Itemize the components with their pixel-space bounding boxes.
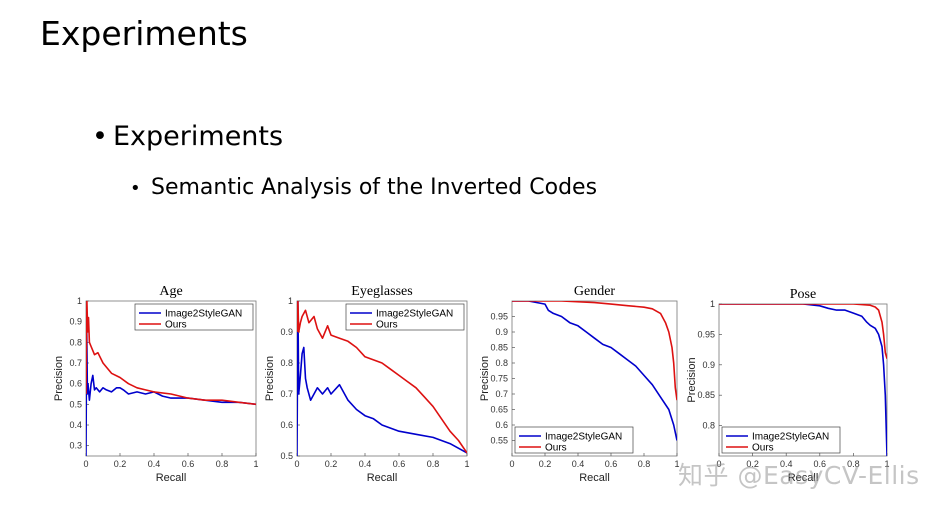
y-tick-label: 0.75 — [490, 374, 508, 384]
series-line-image2stylegan — [297, 301, 467, 456]
x-tick-label: 0 — [83, 459, 88, 469]
bullet-dot-icon: • — [130, 178, 141, 199]
legend-label: Ours — [752, 443, 774, 454]
series-line-ours — [512, 301, 677, 401]
chart-gender: Gender 0 0.2 0.4 0.6 0.8 1 0.55 0.6 0.65 0.7 0.75 0.… — [479, 284, 680, 484]
x-tick-label: 0 — [716, 459, 721, 469]
legend-label: Image2StyleGAN — [376, 309, 453, 320]
y-tick-label: 0.95 — [490, 312, 508, 322]
x-tick-label: 0 — [294, 459, 299, 469]
chart-age: Age 0 0.2 0.4 0.6 0.8 1 0.3 0.4 0.5 0.6 0.7 0.8 0.9 1 R… — [53, 284, 259, 484]
series-line-image2stylegan — [719, 304, 887, 456]
y-axis-label: Precision — [479, 356, 491, 401]
x-tick-label: 0.8 — [427, 459, 440, 469]
legend-box — [345, 303, 465, 331]
chart-title: Age — [159, 284, 182, 299]
y-tick-label: 0.9 — [495, 327, 508, 337]
y-tick-label: 0.7 — [280, 389, 293, 399]
series-line-ours — [86, 301, 256, 406]
legend-box — [134, 303, 254, 331]
legend-label: Image2StyleGAN — [165, 309, 242, 320]
y-axis-label: Precision — [53, 356, 65, 401]
x-axis-label: Recall — [156, 472, 187, 484]
chart-title: Pose — [790, 287, 816, 302]
series-line-ours — [297, 301, 467, 454]
x-tick-label: 0.2 — [746, 459, 759, 469]
x-axis-label: Recall — [367, 472, 398, 484]
legend-label: Ours — [376, 320, 398, 331]
y-tick-label: 0.4 — [69, 420, 82, 430]
legend-label: Image2StyleGAN — [752, 432, 829, 443]
series-line-ours — [719, 304, 887, 359]
legend-label: Image2StyleGAN — [545, 432, 622, 443]
y-tick-label: 0.9 — [280, 327, 293, 337]
y-tick-label: 0.9 — [69, 317, 82, 327]
x-tick-label: 0.6 — [393, 459, 406, 469]
x-tick-label: 0.4 — [572, 459, 585, 469]
x-tick-label: 0.6 — [605, 459, 618, 469]
legend-label: Ours — [165, 320, 187, 331]
y-axis-label: Precision — [686, 357, 698, 402]
x-tick-label: 0.2 — [325, 459, 338, 469]
x-tick-label: 0.4 — [359, 459, 372, 469]
legend-box — [721, 426, 841, 454]
y-tick-label: 1 — [77, 296, 82, 306]
y-tick-label: 0.95 — [697, 329, 715, 339]
y-tick-label: 0.3 — [69, 441, 82, 451]
watermark: 知乎 @EasyCV-Ellis — [678, 461, 920, 490]
y-tick-label: 0.85 — [490, 343, 508, 353]
y-tick-label: 0.65 — [490, 405, 508, 415]
x-tick-label: 0.8 — [216, 459, 229, 469]
y-tick-label: 0.7 — [69, 358, 82, 368]
series-line-image2stylegan — [86, 320, 256, 456]
y-tick-label: 0.6 — [495, 420, 508, 430]
y-tick-label: 0.9 — [702, 360, 715, 370]
series-line-image2stylegan — [512, 301, 677, 441]
y-tick-label: 0.8 — [69, 337, 82, 347]
y-tick-label: 0.5 — [69, 399, 82, 409]
x-tick-label: 0.2 — [114, 459, 127, 469]
x-tick-label: 0.8 — [847, 459, 860, 469]
y-tick-label: 1 — [288, 296, 293, 306]
y-tick-label: 0.8 — [495, 358, 508, 368]
y-tick-label: 0.7 — [495, 389, 508, 399]
y-tick-label: 0.8 — [702, 421, 715, 431]
x-tick-label: 0 — [509, 459, 514, 469]
chart-eyeglasses: Eyeglasses 0 0.2 0.4 0.6 0.8 1 0.5 0.6 0.7 0.8 0.9 1… — [264, 284, 470, 484]
x-tick-label: 1 — [674, 459, 679, 469]
y-tick-label: 0.6 — [280, 420, 293, 430]
x-tick-label: 1 — [884, 459, 889, 469]
x-tick-label: 0.4 — [148, 459, 161, 469]
slide-title: Experiments — [40, 14, 248, 53]
x-tick-label: 1 — [464, 459, 469, 469]
x-axis-label: Recall — [788, 472, 819, 484]
legend-label: Ours — [545, 443, 567, 454]
bullet-level2-text: Semantic Analysis of the Inverted Codes — [151, 175, 598, 200]
x-tick-label: 0.6 — [814, 459, 827, 469]
chart-pose: Pose 0 0.2 0.4 0.6 0.8 1 0.8 0.85 0.9 0.95 1 Recall P… — [686, 287, 890, 484]
x-tick-label: 0.6 — [182, 459, 195, 469]
x-tick-label: 0.8 — [638, 459, 651, 469]
x-axis-label: Recall — [579, 472, 610, 484]
chart-title: Eyeglasses — [351, 284, 412, 299]
y-tick-label: 0.5 — [280, 451, 293, 461]
chart-title: Gender — [574, 284, 616, 299]
bullet-dot-icon: • — [92, 121, 108, 152]
y-axis-label: Precision — [264, 356, 276, 401]
legend-box — [514, 426, 634, 454]
y-tick-label: 0.55 — [490, 436, 508, 446]
y-tick-label: 0.8 — [280, 358, 293, 368]
y-tick-label: 1 — [710, 299, 715, 309]
bullet-level1-text: Experiments — [113, 121, 284, 152]
x-tick-label: 0.4 — [780, 459, 793, 469]
y-tick-label: 0.85 — [697, 390, 715, 400]
x-tick-label: 0.2 — [539, 459, 552, 469]
x-tick-label: 1 — [253, 459, 258, 469]
y-tick-label: 0.6 — [69, 379, 82, 389]
